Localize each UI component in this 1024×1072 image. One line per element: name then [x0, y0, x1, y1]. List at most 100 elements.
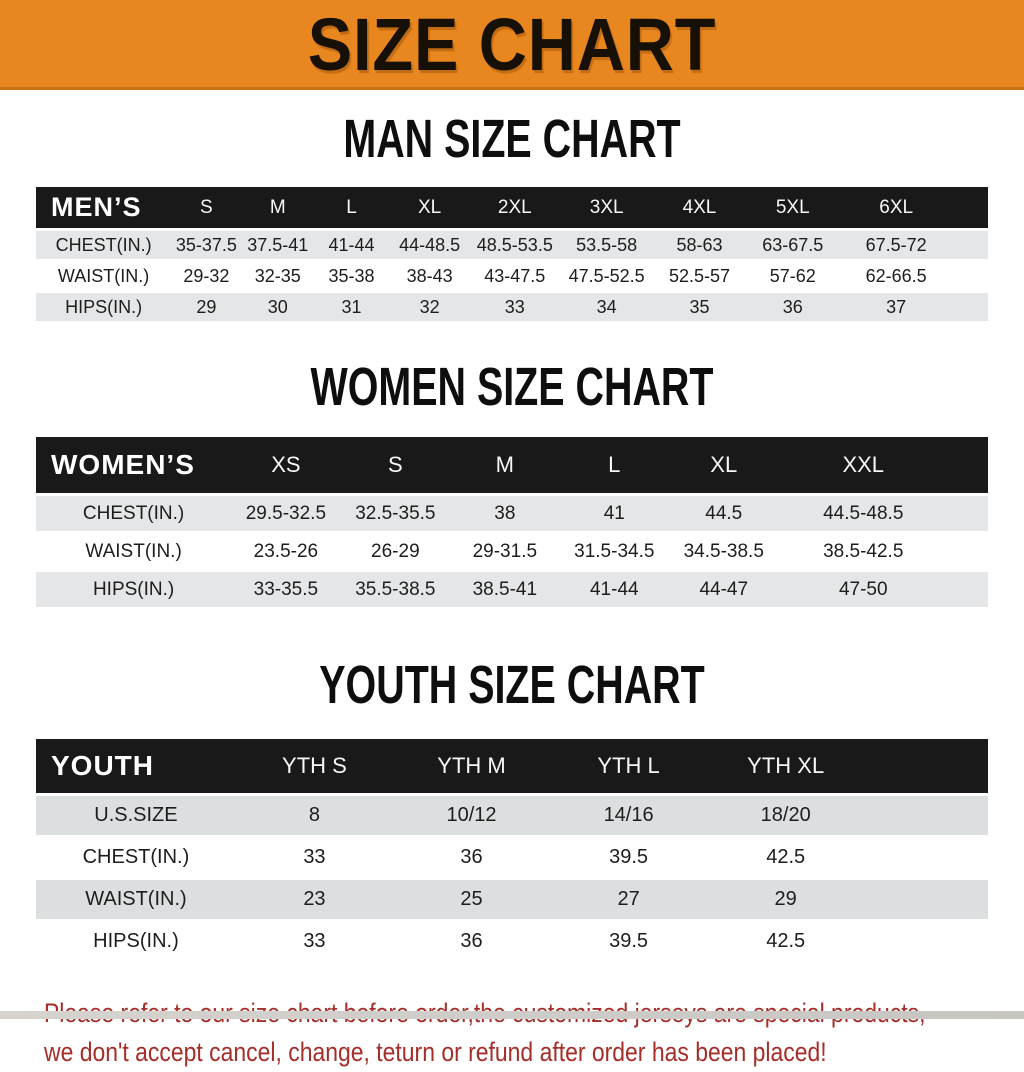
- size-label: 3XL: [559, 187, 654, 228]
- size-label: 4XL: [653, 187, 746, 228]
- bottom-strip: [0, 1011, 1024, 1019]
- value-cell: 25: [460, 888, 483, 910]
- value-cell: 38-43: [406, 265, 453, 286]
- row-label: CHEST(IN.): [55, 234, 152, 255]
- row-label: HIPS(IN.): [92, 578, 175, 600]
- row-label: HIPS(IN.): [93, 930, 179, 952]
- size-label: 5XL: [745, 187, 841, 228]
- value-cell: 44-47: [699, 578, 749, 600]
- value-cell: 58-63: [676, 234, 723, 255]
- youth-size-section: YOUTH SIZE CHART YOUTH YTH S YTH M YTH L YTH…: [0, 610, 1024, 964]
- table-row: CHEST(IN.) 33 36 39.5 42.5: [36, 838, 988, 877]
- value-cell: 23: [303, 888, 326, 910]
- value-cell: 35-38: [328, 265, 375, 286]
- size-label: M: [450, 437, 560, 493]
- spacer-cell: [864, 739, 988, 793]
- value-cell: 44.5-48.5: [823, 502, 904, 524]
- value-cell: 36: [782, 296, 803, 317]
- table-row: HIPS(IN.) 33 36 39.5 42.5: [36, 922, 988, 961]
- man-size-section: MAN SIZE CHART MEN’S S M L XL 2XL 3XL 4XL 5XL 6XL…: [0, 90, 1024, 324]
- size-label: YTH XL: [707, 739, 865, 793]
- size-label: YTH S: [235, 739, 393, 793]
- value-cell: 14/16: [603, 804, 654, 826]
- table-row: WAIST(IN.) 23.5-26 26-29 29-31.5 31.5-34.5 34…: [36, 534, 988, 569]
- women-size-table: WOMEN’S XS S M L XL XXL CHEST(IN.) 29.5-32.5 32.5…: [36, 434, 988, 610]
- size-label: YTH M: [392, 739, 551, 793]
- value-cell: 29-32: [183, 265, 230, 286]
- women-size-title: WOMEN SIZE CHART: [310, 357, 714, 417]
- row-label: WAIST(IN.): [57, 265, 150, 286]
- value-cell: 29-31.5: [472, 540, 538, 562]
- value-cell: 37: [886, 296, 907, 317]
- value-cell: 38.5-41: [472, 578, 538, 600]
- size-label: YTH L: [550, 739, 708, 793]
- men-size-table: MEN’S S M L XL 2XL 3XL 4XL 5XL 6XL CHEST(IN.) 35-37…: [36, 184, 988, 324]
- value-cell: 33: [303, 846, 326, 868]
- table-header-row: WOMEN’S XS S M L XL XXL: [36, 437, 988, 493]
- value-cell: 35-37.5: [175, 234, 237, 255]
- spacer-cell: [864, 796, 988, 835]
- group-label: MEN’S: [36, 187, 172, 228]
- value-cell: 39.5: [609, 930, 649, 952]
- table-row: U.S.SIZE 8 10/12 14/16 18/20: [36, 796, 988, 835]
- size-label: XXL: [778, 437, 988, 493]
- table-header-row: MEN’S S M L XL 2XL 3XL 4XL 5XL 6XL: [36, 187, 988, 228]
- value-cell: 36: [460, 930, 483, 952]
- size-label: L: [313, 187, 390, 228]
- value-cell: 10/12: [446, 804, 497, 826]
- value-cell: 29: [774, 888, 797, 910]
- value-cell: 44.5: [705, 502, 743, 524]
- spacer-cell: [864, 880, 988, 919]
- value-cell: 41-44: [328, 234, 375, 255]
- row-label: CHEST(IN.): [82, 846, 190, 868]
- value-cell: 43-47.5: [484, 265, 546, 286]
- value-cell: 47.5-52.5: [568, 265, 645, 286]
- value-cell: 39.5: [609, 846, 649, 868]
- value-cell: 41-44: [589, 578, 639, 600]
- value-cell: 57-62: [769, 265, 816, 286]
- value-cell: 34: [596, 296, 617, 317]
- value-cell: 38: [494, 502, 516, 524]
- value-cell: 53.5-58: [576, 234, 638, 255]
- value-cell: 44-48.5: [399, 234, 461, 255]
- table-row: WAIST(IN.) 29-32 32-35 35-38 38-43 43-47.5 47.…: [36, 262, 988, 290]
- value-cell: 8: [308, 804, 320, 826]
- size-label: 6XL: [840, 187, 988, 228]
- value-cell: 37.5-41: [247, 234, 309, 255]
- value-cell: 42.5: [766, 930, 806, 952]
- value-cell: 31: [341, 296, 362, 317]
- value-cell: 67.5-72: [865, 234, 927, 255]
- value-cell: 32.5-35.5: [355, 502, 436, 524]
- row-label: CHEST(IN.): [82, 502, 185, 524]
- value-cell: 63-67.5: [762, 234, 824, 255]
- size-label: S: [171, 187, 242, 228]
- value-cell: 29.5-32.5: [245, 502, 327, 524]
- value-cell: 29: [196, 296, 217, 317]
- size-label: XS: [231, 437, 341, 493]
- value-cell: 33: [303, 930, 326, 952]
- value-cell: 27: [617, 888, 640, 910]
- value-cell: 38.5-42.5: [823, 540, 904, 562]
- row-label: HIPS(IN.): [65, 296, 143, 317]
- women-size-section: WOMEN SIZE CHART WOMEN’S XS S M L XL XXL CHEST(…: [0, 324, 1024, 610]
- value-cell: 41: [603, 502, 625, 524]
- value-cell: 36: [460, 846, 483, 868]
- value-cell: 35: [689, 296, 710, 317]
- value-cell: 30: [267, 296, 288, 317]
- value-cell: 18/20: [760, 804, 811, 826]
- size-label: M: [241, 187, 314, 228]
- group-label: YOUTH: [36, 739, 236, 793]
- youth-size-table: YOUTH YTH S YTH M YTH L YTH XL U.S.SIZE 8 10/12…: [36, 736, 988, 964]
- size-label: L: [559, 437, 670, 493]
- page-title: SIZE CHART: [307, 3, 717, 86]
- value-cell: 62-66.5: [865, 265, 927, 286]
- table-row: HIPS(IN.) 33-35.5 35.5-38.5 38.5-41 41-44 44-…: [36, 572, 988, 607]
- row-label: WAIST(IN.): [85, 888, 187, 910]
- row-label: WAIST(IN.): [85, 540, 182, 562]
- table-header-row: YOUTH YTH S YTH M YTH L YTH XL: [36, 739, 988, 793]
- value-cell: 31.5-34.5: [574, 540, 655, 562]
- table-row: CHEST(IN.) 29.5-32.5 32.5-35.5 38 41 44.5 44.5…: [36, 496, 988, 531]
- man-size-title: MAN SIZE CHART: [343, 109, 681, 169]
- value-cell: 26-29: [371, 540, 420, 562]
